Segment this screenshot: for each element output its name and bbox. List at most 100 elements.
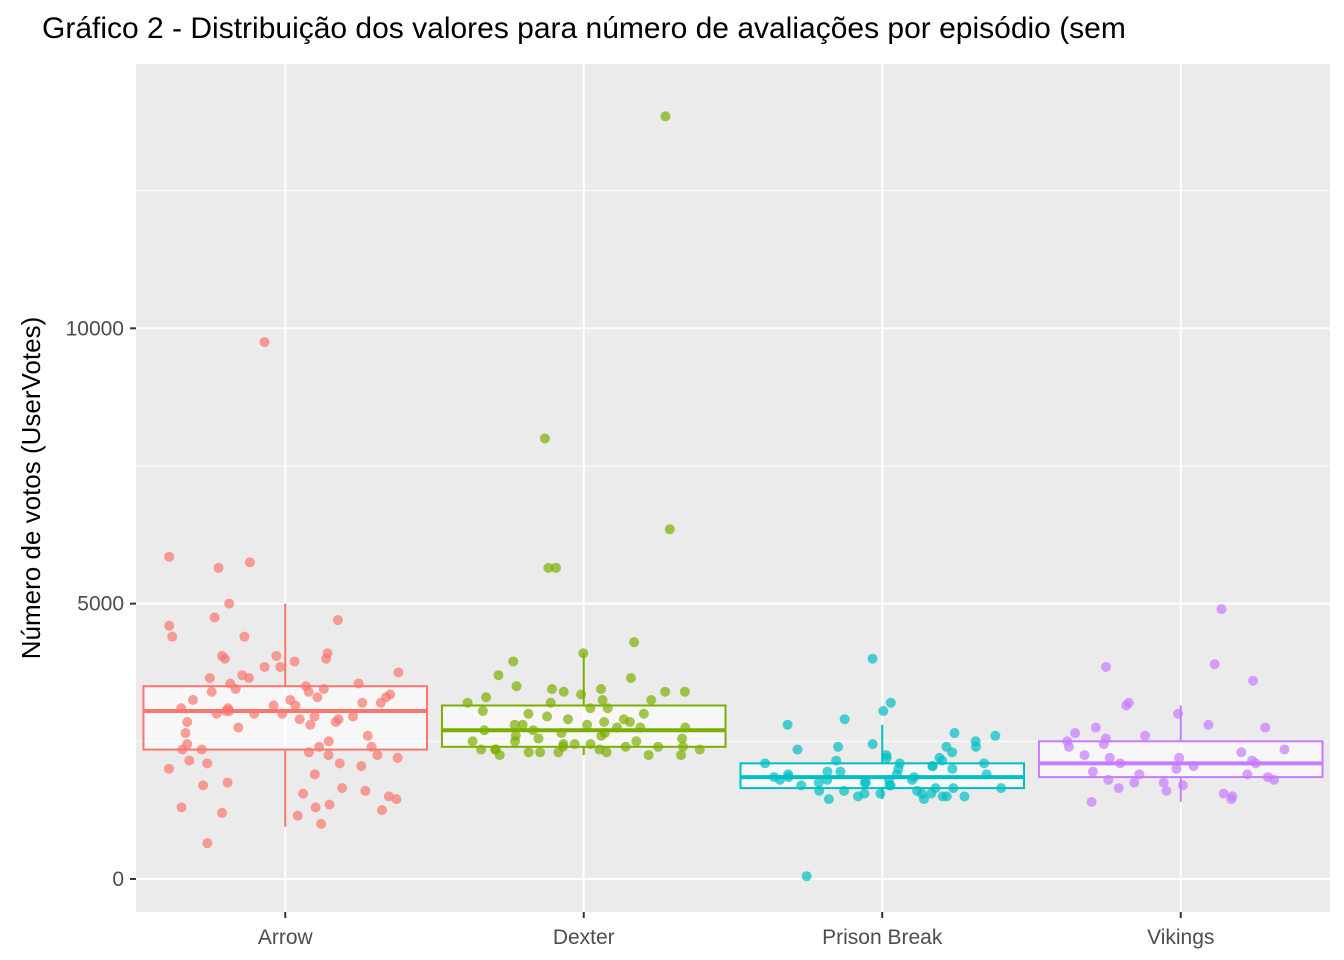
data-point xyxy=(366,741,377,752)
data-point xyxy=(885,697,896,708)
data-point xyxy=(213,562,224,573)
data-point xyxy=(1248,675,1259,686)
data-point xyxy=(1161,785,1172,796)
data-point xyxy=(163,763,174,774)
data-point xyxy=(357,697,368,708)
data-point xyxy=(1113,783,1124,794)
data-point xyxy=(177,744,188,755)
data-point xyxy=(867,653,878,664)
data-point xyxy=(562,714,573,725)
data-point xyxy=(979,758,990,769)
data-point xyxy=(646,695,657,705)
data-point xyxy=(823,794,834,805)
y-tick-label: 10000 xyxy=(66,317,124,340)
data-point xyxy=(612,722,623,733)
data-point xyxy=(1121,700,1132,711)
data-point xyxy=(596,730,607,741)
data-point xyxy=(316,818,327,829)
data-point xyxy=(211,708,222,719)
data-point xyxy=(1103,774,1114,785)
data-point xyxy=(202,758,213,769)
data-point xyxy=(202,838,213,849)
data-point xyxy=(839,785,850,796)
data-point xyxy=(224,598,235,609)
data-point xyxy=(835,766,846,777)
data-point xyxy=(334,758,345,769)
data-point xyxy=(760,758,771,769)
data-point xyxy=(277,708,288,719)
x-tick-label: Vikings xyxy=(1147,926,1214,949)
data-point xyxy=(1101,661,1112,672)
data-point xyxy=(259,337,270,348)
data-point xyxy=(547,683,558,694)
data-point xyxy=(528,725,539,736)
data-point xyxy=(578,648,589,659)
data-point xyxy=(198,780,209,791)
data-point xyxy=(629,637,640,648)
data-point xyxy=(981,769,992,780)
data-point xyxy=(927,761,938,772)
data-point xyxy=(164,551,175,562)
data-point xyxy=(298,788,309,799)
data-point xyxy=(859,777,870,788)
data-point xyxy=(596,683,607,694)
data-point xyxy=(1218,788,1229,799)
data-point xyxy=(996,783,1007,794)
data-point xyxy=(375,697,386,708)
data-point xyxy=(853,791,864,802)
data-point xyxy=(271,650,282,661)
data-point xyxy=(585,739,596,750)
data-point xyxy=(303,747,314,758)
data-point xyxy=(323,736,334,747)
data-point xyxy=(1250,758,1261,769)
data-point xyxy=(796,780,807,791)
data-point xyxy=(947,747,958,758)
data-point xyxy=(891,769,902,780)
y-tick-label: 5000 xyxy=(77,593,124,616)
data-point xyxy=(312,692,323,703)
data-point xyxy=(839,714,850,725)
data-point xyxy=(314,741,325,752)
data-point xyxy=(289,656,300,667)
data-point xyxy=(222,777,233,788)
data-point xyxy=(801,871,812,882)
data-point xyxy=(209,612,220,623)
data-point xyxy=(550,562,561,573)
data-point xyxy=(477,706,488,717)
data-point xyxy=(1171,763,1182,774)
data-point xyxy=(679,686,690,697)
data-point xyxy=(1260,722,1271,733)
data-point xyxy=(653,741,664,752)
data-point xyxy=(292,810,303,821)
data-point xyxy=(462,697,473,708)
data-point xyxy=(290,700,301,711)
data-point xyxy=(233,722,244,733)
data-point xyxy=(937,755,948,766)
data-point xyxy=(523,708,534,719)
data-point xyxy=(467,736,478,747)
data-point xyxy=(164,620,175,631)
data-point xyxy=(1177,780,1188,791)
data-point xyxy=(558,686,569,697)
data-point xyxy=(249,708,260,719)
data-point xyxy=(360,785,371,796)
data-point xyxy=(576,689,587,700)
data-point xyxy=(176,703,187,714)
data-point xyxy=(330,717,341,728)
data-point xyxy=(167,631,178,642)
data-point xyxy=(268,700,279,711)
data-point xyxy=(216,807,227,818)
data-point xyxy=(508,656,519,667)
data-point xyxy=(511,681,522,692)
data-point xyxy=(783,772,794,783)
data-point xyxy=(1086,796,1097,807)
data-point xyxy=(643,750,654,761)
data-point xyxy=(1226,794,1237,805)
data-point xyxy=(542,711,553,722)
data-point xyxy=(814,785,825,796)
data-point xyxy=(926,788,937,799)
data-point xyxy=(678,741,689,752)
data-point xyxy=(1104,752,1115,763)
data-point xyxy=(947,763,958,774)
